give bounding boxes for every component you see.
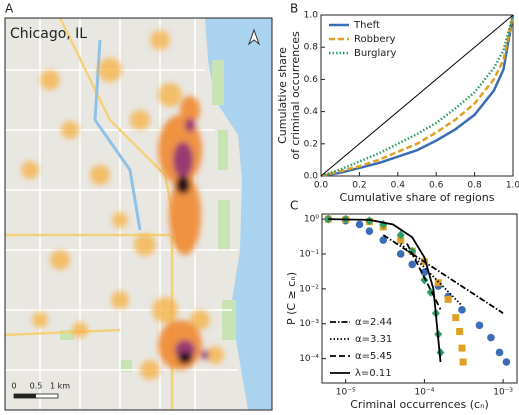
y-tick-label: 0.6 (304, 75, 319, 85)
line (320, 14, 515, 178)
panel-label: A (5, 2, 14, 16)
x-tick-label: 0.8 (467, 181, 482, 191)
reference-line (320, 14, 514, 177)
parks (60, 60, 236, 372)
point (487, 333, 495, 342)
x-axis-label: Criminal occurrences (cₙ) (350, 398, 489, 411)
plot-frame (321, 213, 518, 384)
fit-line (328, 218, 442, 363)
scale-label: 0 (11, 382, 16, 391)
y-axis-label: P (C ≥ cₙ) (285, 272, 298, 325)
x-tick-label: 10⁻⁴ (415, 388, 435, 398)
y-axis-label: Cumulative share (276, 47, 289, 144)
y-tick-label: 0.2 (304, 139, 318, 149)
point (420, 275, 429, 285)
fit-line (400, 242, 463, 307)
map-frame (4, 17, 273, 411)
x-tick-label: 0.0 (314, 181, 329, 191)
point (452, 314, 460, 322)
y-tick-label: 10⁻¹ (299, 249, 319, 259)
y-tick-label: 10⁻³ (299, 319, 319, 329)
point (397, 236, 405, 244)
legend-label: λ=0.11 (355, 368, 392, 379)
legend-label: α=5.45 (355, 351, 392, 362)
line (320, 14, 515, 178)
x-tick-label: 0.2 (352, 181, 366, 191)
y-tick-label: 10⁻² (299, 284, 319, 294)
legend-label: α=2.44 (355, 317, 392, 328)
plot-frame (320, 14, 514, 177)
point (408, 260, 417, 269)
river (93, 39, 142, 231)
point (408, 246, 417, 256)
x-tick-label: 10⁻⁵ (336, 388, 356, 398)
x-tick-label: 0.4 (391, 181, 406, 191)
point (459, 358, 467, 366)
point (444, 295, 452, 303)
point (420, 268, 429, 277)
scale-label: 0.5 (30, 382, 43, 391)
highways (5, 18, 182, 410)
point (456, 327, 464, 335)
lake (205, 18, 272, 410)
point (355, 220, 364, 229)
x-axis-label: Cumulative share of regions (340, 191, 495, 204)
north-arrow (247, 28, 261, 46)
point (396, 230, 405, 240)
point (458, 306, 466, 314)
panel-label: B (290, 2, 298, 16)
map-title: Chicago, IL (10, 26, 87, 42)
legend-label: Robbery (354, 34, 396, 45)
legend-label: Theft (353, 20, 380, 31)
density (21, 30, 224, 380)
y-tick-label: 0.0 (304, 172, 319, 182)
point (434, 279, 442, 287)
point (365, 227, 374, 235)
legend-label: Burglary (354, 48, 396, 59)
point (475, 321, 484, 330)
fit-line (406, 243, 442, 310)
line (320, 14, 515, 178)
map (5, 18, 272, 410)
x-tick-label: 10⁻³ (493, 388, 513, 398)
x-tick-label: 0.6 (429, 181, 444, 191)
y-tick-label: 0.8 (304, 43, 319, 53)
point (379, 236, 388, 244)
scale-bar-segment (14, 394, 36, 398)
legend-label: α=3.31 (355, 334, 392, 345)
x-tick-label: 1.0 (506, 181, 519, 191)
fit-line (382, 234, 504, 314)
y-axis-label: of criminal occurrences (289, 31, 302, 160)
y-tick-label: 0.4 (304, 107, 319, 117)
point (495, 348, 504, 357)
scale-label: 1 km (50, 382, 70, 391)
point (458, 344, 466, 352)
point (396, 250, 405, 258)
point (502, 358, 511, 366)
y-tick-label: 10⁰ (304, 215, 319, 225)
y-tick-label: 10⁻⁴ (299, 354, 319, 364)
y-tick-label: 1.0 (304, 11, 319, 21)
panel-label: C (290, 199, 298, 213)
